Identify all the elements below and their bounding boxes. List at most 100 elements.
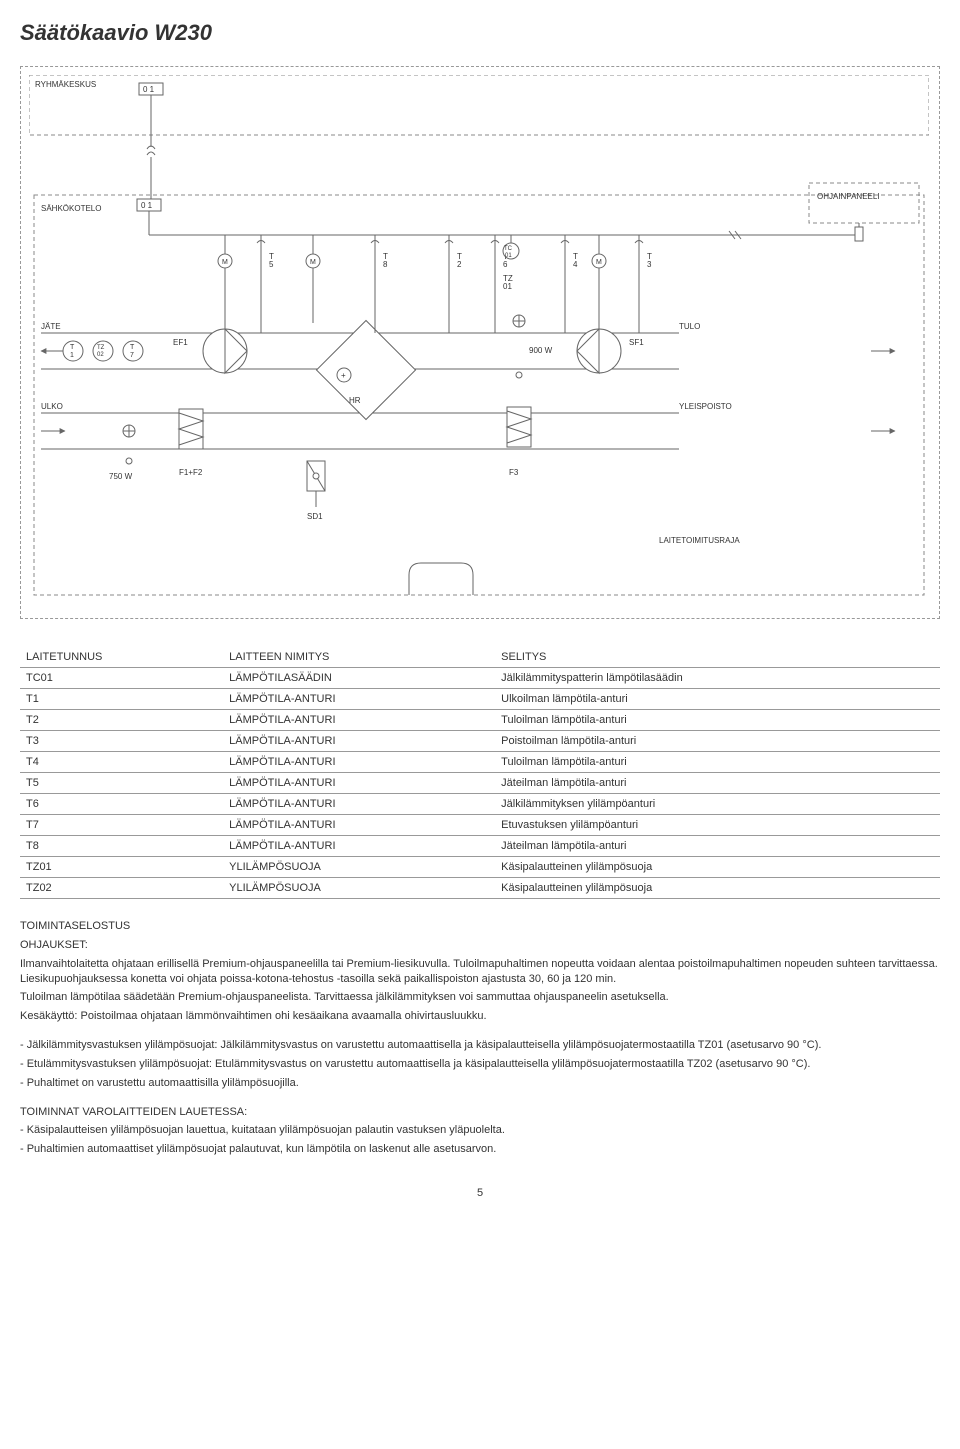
table-cell: LÄMPÖTILA-ANTURI — [223, 689, 495, 710]
table-cell: YLILÄMPÖSUOJA — [223, 878, 495, 899]
s3-l1: - Käsipalautteisen ylilämpösuojan lauett… — [20, 1123, 940, 1138]
table-cell: T3 — [20, 731, 223, 752]
svg-text:T: T — [70, 344, 75, 351]
table-row: T4LÄMPÖTILA-ANTURITuloilman lämpötila-an… — [20, 752, 940, 773]
s2-l3: - Puhaltimet on varustettu automaattisil… — [20, 1076, 940, 1091]
label-hr: HR — [349, 396, 361, 405]
s3-l2: - Puhaltimien automaattiset ylilämpösuoj… — [20, 1142, 940, 1157]
label-tulo: TULO — [679, 322, 700, 331]
svg-text:8: 8 — [383, 260, 388, 269]
table-cell: T2 — [20, 710, 223, 731]
s3-title: TOIMINNAT VAROLAITTEIDEN LAUETESSA: — [20, 1105, 940, 1120]
label-sd1: SD1 — [307, 512, 323, 521]
s2-l2: - Etulämmitysvastuksen ylilämpösuojat: E… — [20, 1057, 940, 1072]
s1-sub: OHJAUKSET: — [20, 938, 940, 953]
label-yleispoisto: YLEISPOISTO — [679, 402, 732, 411]
svg-text:2: 2 — [457, 260, 462, 269]
table-cell: LÄMPÖTILASÄÄDIN — [223, 668, 495, 689]
label-f3: F3 — [509, 468, 519, 477]
label-zeroone-mid: 0 1 — [141, 201, 153, 210]
page-number: 5 — [20, 1187, 940, 1199]
table-cell: LÄMPÖTILA-ANTURI — [223, 836, 495, 857]
table-cell: Etuvastuksen ylilämpöanturi — [495, 815, 940, 836]
label-sf1: SF1 — [629, 338, 644, 347]
table-cell: Jäteilman lämpötila-anturi — [495, 836, 940, 857]
col-laitetunnus: LAITETUNNUS — [20, 647, 223, 668]
table-cell: TC01 — [20, 668, 223, 689]
table-cell: T8 — [20, 836, 223, 857]
table-cell: LÄMPÖTILA-ANTURI — [223, 731, 495, 752]
svg-text:T: T — [130, 344, 135, 351]
table-row: T1LÄMPÖTILA-ANTURIUlkoilman lämpötila-an… — [20, 689, 940, 710]
label-laitetoimitusraja: LAITETOIMITUSRAJA — [659, 536, 740, 545]
table-row: T7LÄMPÖTILA-ANTURIEtuvastuksen ylilämpöa… — [20, 815, 940, 836]
table-cell: LÄMPÖTILA-ANTURI — [223, 794, 495, 815]
s2-l1: - Jälkilämmitysvastuksen ylilämpösuojat:… — [20, 1038, 940, 1053]
table-cell: Käsipalautteinen ylilämpösuoja — [495, 878, 940, 899]
table-cell: LÄMPÖTILA-ANTURI — [223, 815, 495, 836]
label-ryhmakeskus: RYHMÄKESKUS — [35, 80, 96, 89]
label-jate: JÄTE — [41, 322, 61, 331]
svg-text:TZ: TZ — [97, 345, 105, 351]
table-cell: TZ01 — [20, 857, 223, 878]
table-cell: LÄMPÖTILA-ANTURI — [223, 710, 495, 731]
table-cell: Tuloilman lämpötila-anturi — [495, 710, 940, 731]
table-cell: T5 — [20, 773, 223, 794]
svg-text:4: 4 — [573, 260, 578, 269]
svg-text:01: 01 — [503, 282, 512, 291]
table-row: TZ02YLILÄMPÖSUOJAKäsipalautteinen yliläm… — [20, 878, 940, 899]
svg-text:02: 02 — [97, 352, 104, 358]
toimintaselostus: TOIMINTASELOSTUS OHJAUKSET: Ilmanvaihtol… — [20, 919, 940, 1024]
table-cell: Jäteilman lämpötila-anturi — [495, 773, 940, 794]
s1-p3: Kesäkäyttö: Poistoilmaa ohjataan lämmönv… — [20, 1009, 940, 1024]
table-row: T3LÄMPÖTILA-ANTURIPoistoilman lämpötila-… — [20, 731, 940, 752]
label-ef1: EF1 — [173, 338, 188, 347]
label-ulko: ULKO — [41, 402, 63, 411]
table-row: T2LÄMPÖTILA-ANTURITuloilman lämpötila-an… — [20, 710, 940, 731]
svg-text:5: 5 — [269, 260, 274, 269]
table-cell: T6 — [20, 794, 223, 815]
svg-text:1: 1 — [70, 352, 74, 359]
col-selitys: SELITYS — [495, 647, 940, 668]
svg-text:6: 6 — [503, 260, 508, 269]
svg-text:3: 3 — [647, 260, 652, 269]
table-row: TC01LÄMPÖTILASÄÄDINJälkilämmityspatterin… — [20, 668, 940, 689]
col-laitteen-nimitys: LAITTEEN NIMITYS — [223, 647, 495, 668]
device-table: LAITETUNNUS LAITTEEN NIMITYS SELITYS TC0… — [20, 647, 940, 899]
table-cell: T7 — [20, 815, 223, 836]
table-row: T8LÄMPÖTILA-ANTURIJäteilman lämpötila-an… — [20, 836, 940, 857]
control-diagram: RYHMÄKESKUS 0 1 SÄHKÖKOTELO 0 1 OHJAINPA… — [20, 66, 940, 619]
table-cell: Ulkoilman lämpötila-anturi — [495, 689, 940, 710]
table-cell: T1 — [20, 689, 223, 710]
svg-text:TC: TC — [504, 246, 513, 252]
table-cell: Poistoilman lämpötila-anturi — [495, 731, 940, 752]
table-row: T5LÄMPÖTILA-ANTURIJäteilman lämpötila-an… — [20, 773, 940, 794]
svg-text:7: 7 — [130, 352, 134, 359]
protection-notes: - Jälkilämmitysvastuksen ylilämpösuojat:… — [20, 1038, 940, 1091]
page-title: Säätökaavio W230 — [20, 20, 940, 46]
label-750w: 750 W — [109, 472, 133, 481]
table-cell: YLILÄMPÖSUOJA — [223, 857, 495, 878]
table-row: T6LÄMPÖTILA-ANTURIJälkilämmityksen ylilä… — [20, 794, 940, 815]
table-cell: T4 — [20, 752, 223, 773]
table-cell: Tuloilman lämpötila-anturi — [495, 752, 940, 773]
label-sahkokotelo: SÄHKÖKOTELO — [41, 204, 101, 213]
table-cell: Jälkilämmityksen ylilämpöanturi — [495, 794, 940, 815]
label-zeroone-top: 0 1 — [143, 85, 155, 94]
table-cell: LÄMPÖTILA-ANTURI — [223, 752, 495, 773]
table-cell: Käsipalautteinen ylilämpösuoja — [495, 857, 940, 878]
label-ohjainpaneeli: OHJAINPANEELI — [817, 192, 880, 201]
label-m2: M — [310, 259, 316, 266]
varolaitteet: TOIMINNAT VAROLAITTEIDEN LAUETESSA: - Kä… — [20, 1105, 940, 1158]
table-row: TZ01YLILÄMPÖSUOJAKäsipalautteinen yliläm… — [20, 857, 940, 878]
s1-p2: Tuloilman lämpötilaa säädetään Premium-o… — [20, 990, 940, 1005]
label-plus: + — [341, 371, 346, 380]
s1-p1: Ilmanvaihtolaitetta ohjataan erillisellä… — [20, 957, 940, 987]
label-900w: 900 W — [529, 346, 553, 355]
label-m3: M — [596, 259, 602, 266]
table-cell: TZ02 — [20, 878, 223, 899]
table-cell: LÄMPÖTILA-ANTURI — [223, 773, 495, 794]
label-f1f2: F1+F2 — [179, 468, 203, 477]
s1-title: TOIMINTASELOSTUS — [20, 919, 940, 934]
table-cell: Jälkilämmityspatterin lämpötilasäädin — [495, 668, 940, 689]
